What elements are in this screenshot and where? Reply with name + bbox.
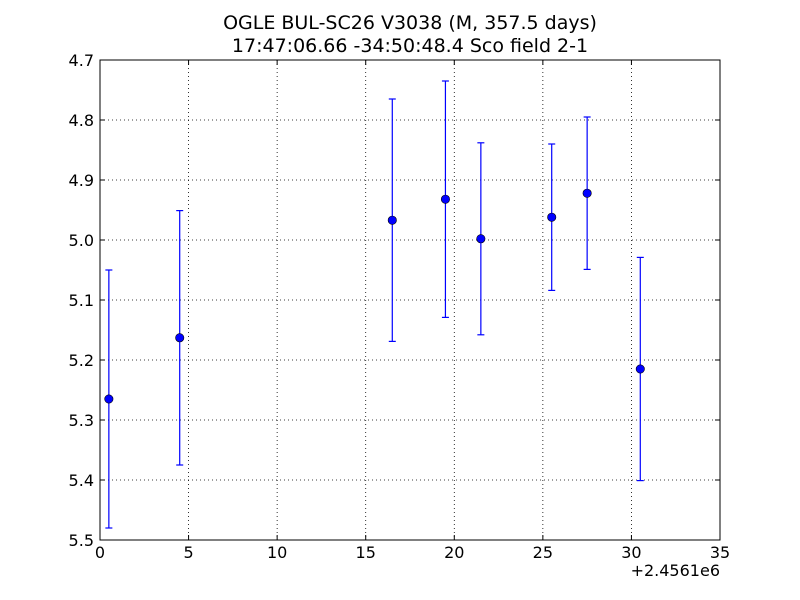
y-tick-label: 5.5 — [69, 531, 94, 550]
y-tick-label: 4.9 — [69, 171, 94, 190]
data-series — [104, 80, 645, 529]
y-tick-label: 5.4 — [69, 471, 94, 490]
data-point-group — [104, 269, 114, 529]
x-tick-label: 20 — [444, 543, 464, 562]
plot-frame — [99, 59, 721, 541]
chart-title-line-2: 17:47:06.66 -34:50:48.4 Sco field 2-1 — [232, 35, 588, 57]
data-point-marker — [440, 194, 450, 204]
x-tick-label: 25 — [533, 543, 553, 562]
data-point-group — [476, 142, 486, 336]
x-offset-label: +2.4561e6 — [631, 561, 720, 580]
x-tick-label: 15 — [356, 543, 376, 562]
x-tick-label: 10 — [267, 543, 287, 562]
x-tick-label: 35 — [710, 543, 730, 562]
data-point-group — [635, 256, 645, 482]
x-tick-label: 5 — [183, 543, 193, 562]
x-tick-label: 0 — [95, 543, 105, 562]
y-tick-label: 5.1 — [69, 291, 94, 310]
data-point-group — [175, 210, 185, 466]
y-tick-label: 5.2 — [69, 351, 94, 370]
y-tick-label: 5.0 — [69, 231, 94, 250]
axis-ticks: 0 5 10 15 20 25 30 35 4.7 4.8 4.9 5.0 5.1 5.2 5.3 5.4 5.… — [69, 51, 731, 562]
y-tick-label: 5.3 — [69, 411, 94, 430]
data-point-marker — [635, 364, 645, 374]
y-tick-label: 4.8 — [69, 111, 94, 130]
data-point-group — [387, 98, 397, 342]
data-point-group — [440, 80, 450, 318]
data-point-marker — [582, 188, 592, 198]
grid-lines — [100, 60, 720, 540]
data-point-group — [547, 143, 557, 291]
data-point-marker — [476, 234, 486, 244]
data-point-group — [582, 116, 592, 270]
data-point-marker — [104, 394, 114, 404]
chart-title-line-1: OGLE BUL-SC26 V3038 (M, 357.5 days) — [223, 12, 597, 34]
y-tick-label: 4.7 — [69, 51, 94, 70]
x-tick-label: 30 — [621, 543, 641, 562]
data-point-marker — [175, 333, 185, 343]
data-point-marker — [547, 212, 557, 222]
data-point-marker — [387, 215, 397, 225]
